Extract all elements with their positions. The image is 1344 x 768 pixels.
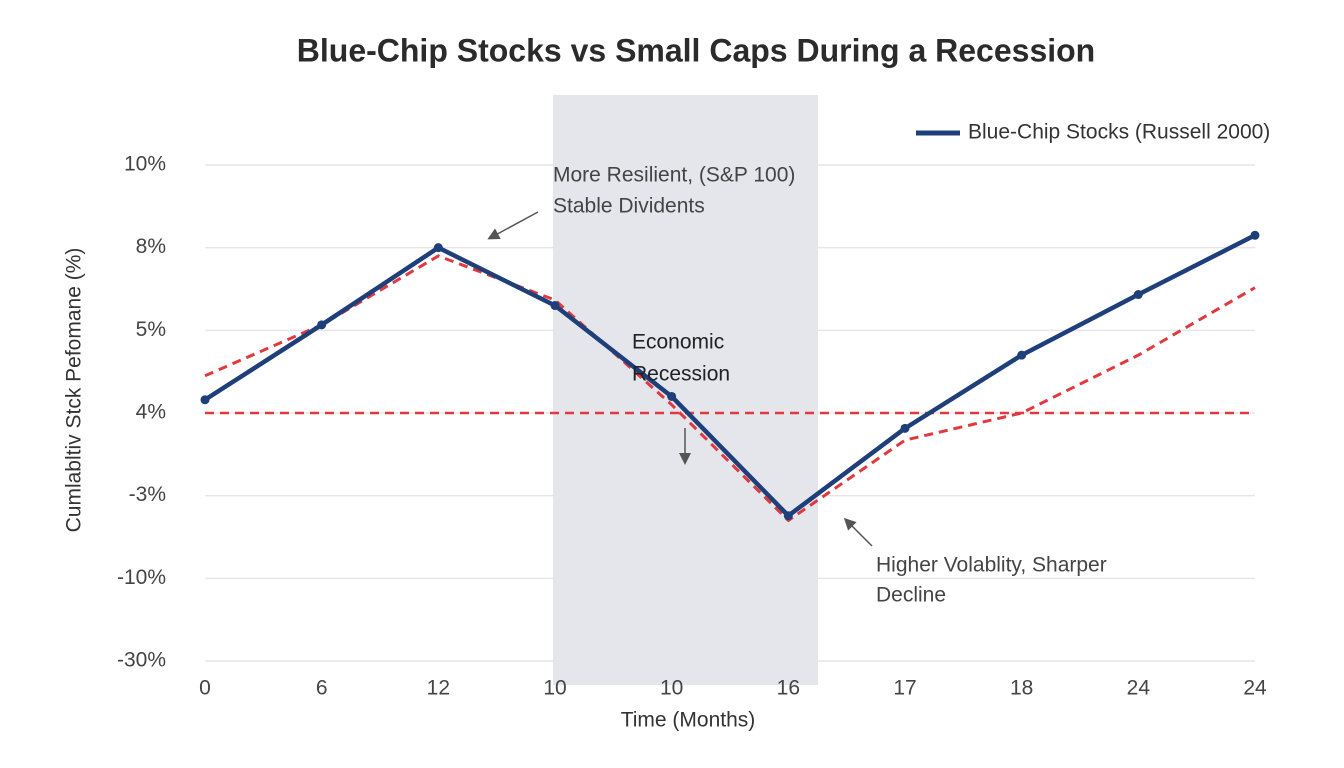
marker [200,395,210,405]
y-tick-label: -30% [117,649,166,672]
x-tick-label: 24 [1127,677,1151,700]
x-tick-label: 10 [660,677,683,700]
x-tick-label: 17 [893,677,916,700]
marker [1250,230,1260,240]
y-tick-label: 5% [136,318,166,341]
x-tick-label: 12 [427,677,450,700]
y-axis-label: Cumlabltiv Stck Pefomane (%) [63,248,86,533]
y-tick-label: 8% [136,235,166,258]
series-line [203,233,1257,518]
marker [667,391,677,401]
series-line-dashed [204,254,1256,522]
x-tick-label: 10 [543,677,566,700]
annotation: More Resilient, (S&P 100) [553,164,795,187]
marker [783,511,793,521]
y-tick-label: -3% [129,483,166,506]
annotation: Stable Dividents [553,195,705,218]
x-axis-label: Time (Months) [621,709,756,732]
marker [900,423,910,433]
legend-label: Blue-Chip Stocks (Russell 2000) [968,121,1270,144]
annotation: Economic [632,331,724,354]
y-tick-label: 10% [124,153,166,176]
x-tick-label: 16 [777,677,800,700]
marker [433,243,443,253]
recession-shade [553,95,818,685]
x-tick-label: 6 [316,677,328,700]
marker [1133,290,1143,300]
chart-title: Blue-Chip Stocks vs Small Caps During a … [297,32,1095,68]
marker [550,301,560,311]
marker [1017,350,1027,360]
annotation: Recession [632,363,730,386]
arrow [843,517,873,547]
x-tick-label: 18 [1010,677,1033,700]
annotation: Decline [876,584,946,607]
y-tick-label: 4% [136,401,166,424]
marker [317,320,327,330]
x-tick-label: 0 [199,677,211,700]
y-tick-label: -10% [117,566,166,589]
x-tick-label: 24 [1243,677,1267,700]
arrow [487,211,539,240]
annotation: Higher Volablity, Sharper [876,554,1107,577]
